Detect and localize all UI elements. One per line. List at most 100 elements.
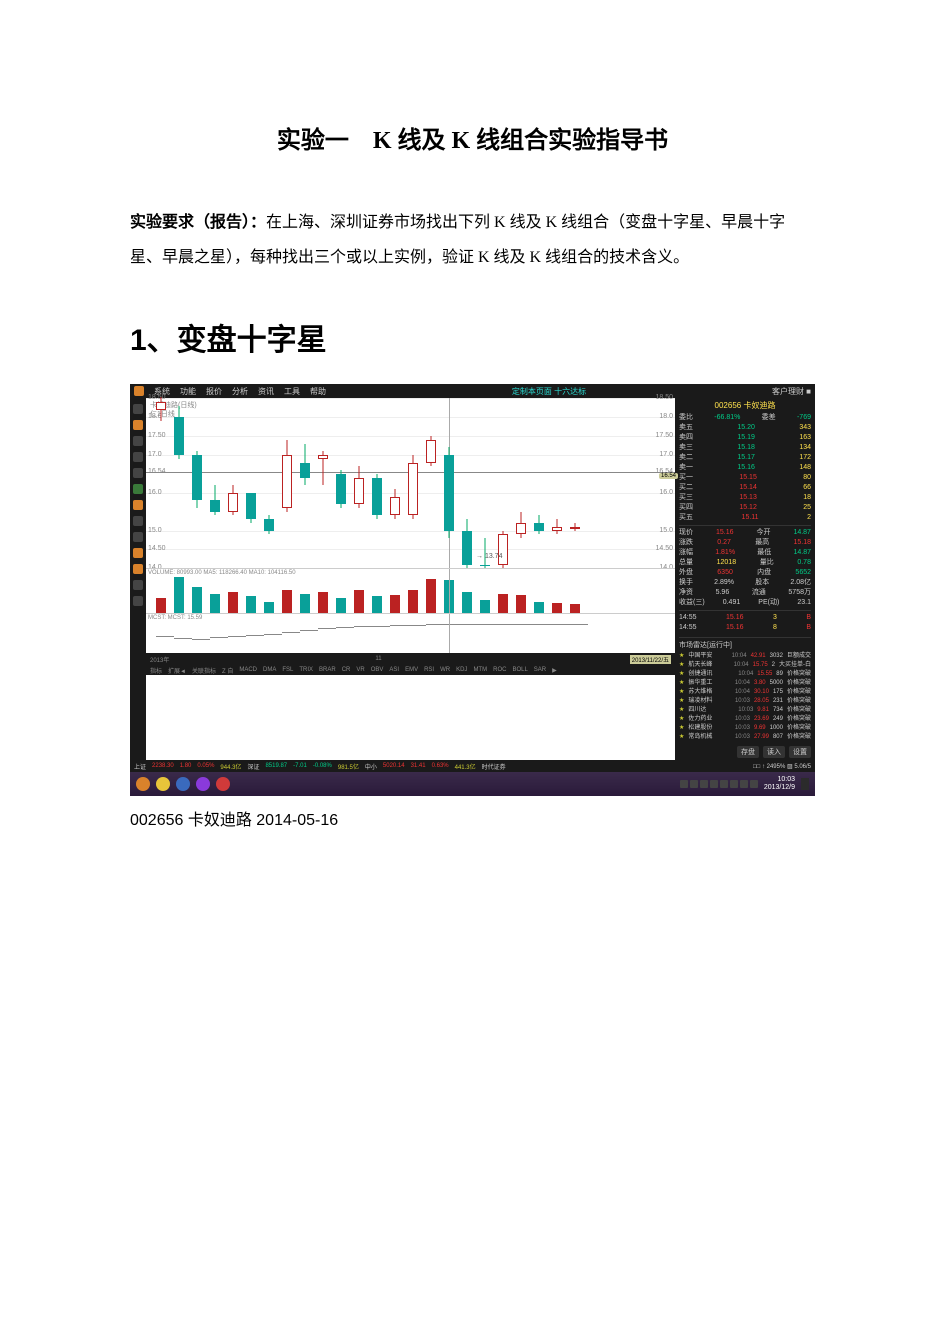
toolbar-button[interactable] (133, 516, 143, 526)
indicator-button[interactable]: Z 自 (222, 666, 233, 675)
section-heading-1: 1、变盘十字星 (130, 315, 815, 359)
indicator-button[interactable]: WR (440, 667, 450, 673)
status-bar: 上证2238.301.800.05%944.3亿深证8519.87-7.01-0… (130, 760, 815, 772)
mcst-subtitle: MCST: MCST: 15.59 (148, 615, 202, 621)
volume-bar (534, 602, 544, 613)
statusbar-item: -7.01 (293, 763, 307, 769)
volume-bar (390, 595, 400, 613)
toolbar-button[interactable] (133, 564, 143, 574)
toolbar-button[interactable] (133, 484, 143, 494)
market-radar-row[interactable]: ★四川达10:039.81734价格突破 (679, 706, 811, 715)
indicator-button[interactable]: VR (356, 667, 364, 673)
show-desktop-button[interactable] (801, 778, 809, 790)
taskbar-app-icon[interactable] (136, 777, 150, 791)
indicator-button[interactable]: RSI (424, 667, 434, 673)
volume-bar (210, 594, 220, 613)
market-radar-row[interactable]: ★中国平安10:0442.913032巨额成交 (679, 652, 811, 661)
market-radar-row[interactable]: ★振华重工10:043.805000价格突破 (679, 679, 811, 688)
indicator-button[interactable]: TRIX (299, 667, 313, 673)
menubar-right[interactable]: 客户理财 ■ (772, 386, 811, 397)
indicator-button[interactable]: 扩展◄ (168, 666, 186, 675)
market-radar-row[interactable]: ★创捷通讯10:0415.5589价格突破 (679, 670, 811, 679)
quote-info-row: 现价15.16今开14.87 (679, 528, 811, 538)
indicator-button[interactable]: BOLL (512, 667, 527, 673)
candle (246, 398, 256, 568)
indicator-button[interactable]: CR (342, 667, 351, 673)
system-tray (680, 780, 758, 788)
market-radar-row[interactable]: ★瑞凌材料10:0328.05231价格突破 (679, 697, 811, 706)
toolbar-button[interactable] (133, 468, 143, 478)
candle (210, 398, 220, 568)
panel-button[interactable]: 设置 (789, 746, 811, 758)
market-radar-row[interactable]: ★松建股份10:039.691000价格突破 (679, 724, 811, 733)
indicator-button[interactable]: DMA (263, 667, 276, 673)
indicator-button[interactable]: OBV (371, 667, 384, 673)
market-radar-title: 市场雷达[运行中] (679, 638, 811, 652)
volume-bar (516, 595, 526, 613)
panel-button[interactable]: 读入 (763, 746, 785, 758)
market-radar-row[interactable]: ★常岛机械10:0327.99807价格突破 (679, 733, 811, 742)
volume-chart[interactable]: VOLUME: 80993.00 MA5: 118266.40 MA10: 10… (146, 568, 675, 613)
indicator-toolbar: 指标扩展◄ 关联指标 Z 自 MACD DMA FSL TRIX BRAR CR VR OBV ASI… (146, 665, 675, 675)
taskbar-app-icon[interactable] (196, 777, 210, 791)
candlestick-chart[interactable]: 卡奴迪路(日线) 仁1日线 14.014.014.5014.5015.015.0… (146, 398, 675, 568)
candle (192, 398, 202, 568)
selected-date-tag: 2013/11/22/五 (630, 655, 671, 664)
toolbar-button[interactable] (133, 532, 143, 542)
tick-row: 14:5515.168B (679, 623, 811, 633)
indicator-button[interactable]: SAR (534, 667, 546, 673)
indicator-button[interactable]: ▶ (552, 667, 557, 674)
orderbook-level: 卖四15.19163 (679, 433, 811, 443)
indicator-button[interactable]: MTM (473, 667, 487, 673)
doc-title: 实验一 K 线及 K 线组合实验指导书 (130, 120, 815, 155)
screenshot-caption: 002656 卡奴迪路 2014-05-16 (130, 806, 815, 830)
indicator-button[interactable]: BRAR (319, 667, 336, 673)
indicator-button[interactable]: ROC (493, 667, 506, 673)
req-label: 实验要求（报告）： (130, 214, 266, 231)
menu-item[interactable]: 分析 (232, 386, 248, 397)
y-axis-label: 15.0 (659, 527, 673, 534)
toolbar-button[interactable] (133, 548, 143, 558)
toolbar-button[interactable] (133, 580, 143, 590)
indicator-button[interactable]: ASI (389, 667, 399, 673)
menu-item[interactable]: 功能 (180, 386, 196, 397)
market-radar-row[interactable]: ★苏大维格10:0430.10175价格突破 (679, 688, 811, 697)
market-radar-row[interactable]: ★航天长峰10:0415.752大买挂单-白 (679, 661, 811, 670)
toolbar-button[interactable] (133, 436, 143, 446)
market-radar-row[interactable]: ★佐力药业10:0323.69249价格突破 (679, 715, 811, 724)
volume-bar (462, 592, 472, 613)
volume-bar (318, 592, 328, 613)
candle (318, 398, 328, 568)
taskbar-app-icon[interactable] (216, 777, 230, 791)
volume-bar (246, 596, 256, 613)
volume-bar (408, 590, 418, 613)
statusbar-item: 0.63% (432, 763, 449, 769)
toolbar-button[interactable] (133, 404, 143, 414)
indicator-button[interactable]: EMV (405, 667, 418, 673)
menu-item[interactable]: 报价 (206, 386, 222, 397)
menubar-center-links[interactable]: 定制本页面 十六达标 (512, 386, 586, 397)
indicator-button[interactable]: 关联指标 (192, 666, 216, 675)
toolbar-button[interactable] (133, 452, 143, 462)
indicator-button[interactable]: FSL (282, 667, 293, 673)
taskbar-app-icon[interactable] (176, 777, 190, 791)
y-axis-label: 16.0 (659, 489, 673, 496)
candle (336, 398, 346, 568)
candle (570, 398, 580, 568)
y-axis-label: 14.50 (655, 545, 673, 552)
indicator-button[interactable]: KDJ (456, 667, 467, 673)
panel-button[interactable]: 存盘 (737, 746, 759, 758)
menu-item[interactable]: 资讯 (258, 386, 274, 397)
indicator-button[interactable]: 指标 (150, 666, 162, 675)
taskbar-app-icon[interactable] (156, 777, 170, 791)
menu-item[interactable]: 工具 (284, 386, 300, 397)
mcst-chart[interactable]: MCST: MCST: 15.59 (146, 613, 675, 653)
toolbar-button[interactable] (133, 500, 143, 510)
menu-item[interactable]: 帮助 (310, 386, 326, 397)
toolbar-button[interactable] (133, 596, 143, 606)
indicator-button[interactable]: MACD (239, 667, 257, 673)
requirements-paragraph: 实验要求（报告）：在上海、深圳证券市场找出下列 K 线及 K 线组合（变盘十字星… (130, 205, 815, 275)
quote-info-row: 涨幅1.81%最低14.87 (679, 548, 811, 558)
candle (552, 398, 562, 568)
toolbar-button[interactable] (133, 420, 143, 430)
